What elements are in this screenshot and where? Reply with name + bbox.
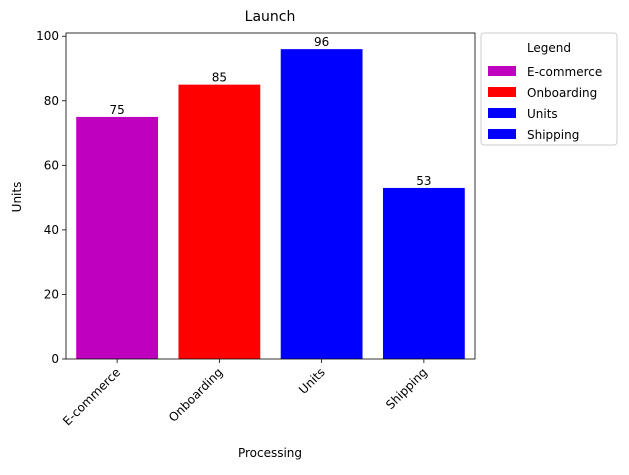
data-label: 96 [314, 35, 329, 49]
legend-entry-label: Shipping [527, 128, 579, 142]
x-tick-label: Shipping [383, 365, 430, 412]
y-tick-label: 0 [51, 352, 59, 366]
x-tick-label: Units [296, 365, 328, 397]
bar-onboarding [178, 84, 261, 360]
x-tick-label: Onboarding [166, 365, 226, 425]
plot-frame [65, 32, 476, 360]
data-label: 53 [416, 174, 431, 188]
legend-swatch [488, 108, 516, 118]
y-tick-label: 40 [44, 223, 59, 237]
chart-title: Launch [245, 9, 296, 25]
y-tick-label: 100 [36, 29, 59, 43]
bars-layer: 75 85 96 53 [76, 35, 465, 360]
legend-entry-label: Units [527, 107, 558, 121]
legend-entry-label: E-commerce [527, 65, 602, 79]
y-axis-label: Units [10, 182, 24, 213]
x-axis-label: Processing [238, 446, 302, 460]
legend-entry-label: Onboarding [527, 86, 597, 100]
data-label: 85 [212, 71, 227, 85]
legend-swatch [488, 87, 516, 97]
data-label: 75 [109, 103, 124, 117]
bar-e-commerce [76, 116, 159, 359]
legend-title: Legend [527, 41, 571, 55]
legend-swatch [488, 129, 516, 139]
y-tick-label: 80 [44, 94, 59, 108]
y-tick-label: 60 [44, 158, 59, 172]
legend: Legend E-commerce Onboarding Units Shipping [480, 32, 618, 146]
x-tick-label: E-commerce [60, 365, 123, 428]
bar-shipping [382, 187, 465, 359]
legend-swatch [488, 66, 516, 76]
y-tick-label: 20 [44, 287, 59, 301]
bar-units [280, 49, 363, 360]
